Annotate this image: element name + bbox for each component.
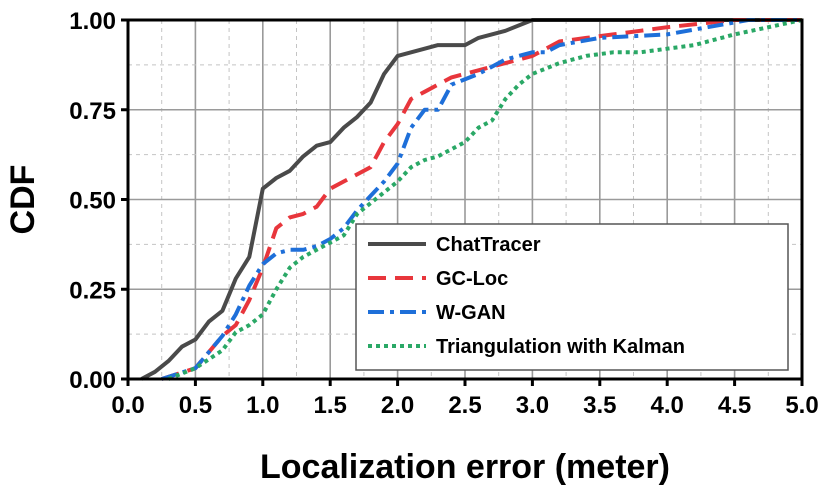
- legend-label-2: W-GAN: [436, 302, 506, 324]
- y-tick-label: 0.75: [69, 98, 116, 125]
- series-layer: [140, 18, 803, 381]
- x-tick-label: 1.5: [314, 392, 347, 419]
- x-tick-label: 0.5: [179, 392, 212, 419]
- y-tick-label: 0.00: [69, 367, 116, 394]
- legend-label-0: ChatTracer: [436, 234, 541, 256]
- x-tick-label: 5.0: [785, 392, 818, 419]
- legend-box: [355, 223, 789, 371]
- series-line-2: [161, 18, 802, 381]
- x-tick-label: 3.5: [583, 392, 616, 419]
- y-axis-title: CDF: [4, 165, 42, 235]
- x-axis-ticks: 0.0 0.5 1.0 1.5 2.0 2.5 3.0 3.5 4.0 4.5 5.0: [111, 379, 819, 419]
- y-axis-ticks: 0.00 0.25 0.50 0.75 1.00: [69, 8, 128, 394]
- y-tick-label: 0.25: [69, 277, 116, 304]
- x-tick-label: 0.0: [111, 392, 144, 419]
- x-tick-label: 3.0: [516, 392, 549, 419]
- x-tick-label: 1.0: [246, 392, 279, 419]
- legend-label-1: GC-Loc: [436, 268, 508, 290]
- x-axis-title: Localization error (meter): [260, 448, 670, 486]
- x-tick-label: 2.5: [448, 392, 481, 419]
- x-tick-label: 4.5: [718, 392, 751, 419]
- legend-label-3: Triangulation with Kalman: [436, 336, 685, 358]
- y-tick-label: 1.00: [69, 8, 116, 35]
- y-tick-label: 0.50: [69, 188, 116, 215]
- x-tick-label: 4.0: [651, 392, 684, 419]
- series-line-1: [161, 18, 802, 381]
- x-tick-label: 2.0: [381, 392, 414, 419]
- series-line-3: [167, 18, 803, 381]
- legend: ChatTracer GC-Loc W-GAN Triangulation with …: [355, 223, 789, 371]
- series-line-0: [140, 18, 802, 381]
